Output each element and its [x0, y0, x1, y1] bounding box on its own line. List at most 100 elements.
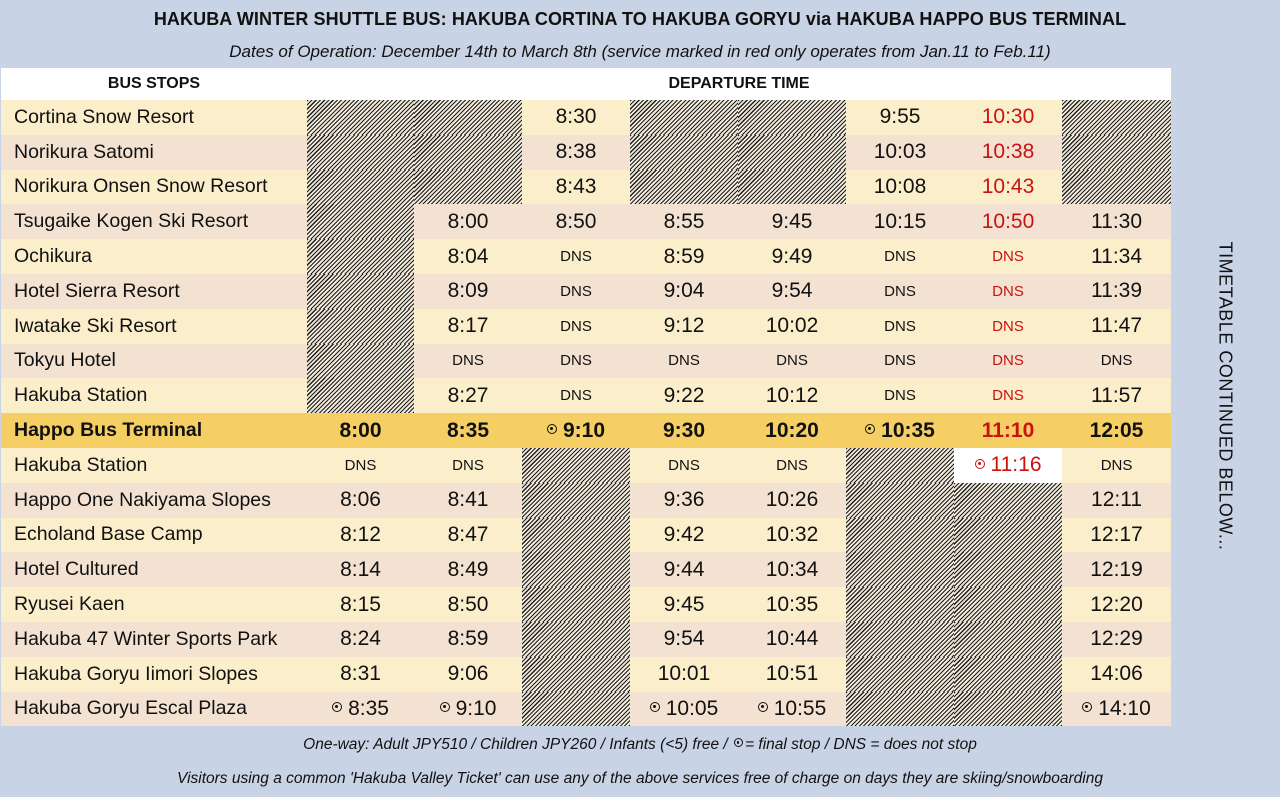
departure-time-cell: 9:45 [738, 204, 846, 240]
no-service-cell [522, 621, 630, 657]
departure-time: 10:51 [765, 662, 819, 686]
departure-time-cell: 10:38 [954, 134, 1062, 170]
no-service-cell [846, 517, 954, 553]
no-service-cell [846, 482, 954, 518]
departure-time-cell: 14:06 [1062, 656, 1172, 692]
departure-time: DNS [344, 456, 377, 474]
departure-time: DNS [884, 387, 916, 405]
departure-time-cell: 10:26 [738, 482, 846, 518]
departure-time-cell: 10:55 [738, 691, 846, 727]
departure-time: 9:44 [663, 557, 705, 581]
departure-time-cell: 11:10 [954, 413, 1062, 448]
departure-time: DNS [992, 317, 1024, 335]
no-service-cell [522, 587, 630, 622]
departure-time-cell: DNS [522, 239, 630, 274]
departure-time: DNS [992, 248, 1024, 266]
departure-time: 9:55 [879, 105, 921, 129]
no-service-cell [738, 100, 846, 135]
departure-time-cell: DNS [846, 239, 954, 274]
departure-time: 8:09 [447, 279, 489, 303]
departure-time: 12:19 [1090, 557, 1143, 581]
departure-time: 9:45 [771, 209, 813, 233]
no-service-cell [522, 552, 630, 588]
no-service-cell [954, 552, 1062, 588]
departure-time-cell: 8:24 [307, 621, 414, 657]
departure-time: 8:35 [446, 418, 490, 442]
departure-time-cell: DNS [1062, 343, 1172, 379]
final-stop-icon [649, 702, 660, 713]
departure-time-cell: 10:30 [954, 100, 1062, 135]
departure-time: 9:22 [663, 383, 705, 407]
table-row: Norikura Satomi 8:38 10:03 10:38 [1, 134, 1172, 170]
table-row: Hakuba 47 Winter Sports Park 8:24 8:59 9:54… [1, 621, 1172, 657]
table-row: Happo Bus Terminal 8:00 8:35 9:10 9:30 10:20 1… [1, 413, 1172, 448]
departure-time: DNS [452, 352, 484, 370]
departure-time: 12:29 [1090, 627, 1143, 651]
departure-time: 10:01 [657, 662, 711, 686]
departure-time-cell: 9:55 [846, 100, 954, 135]
departure-time: DNS [1100, 456, 1133, 474]
bus-stop-name: Hakuba Goryu Escal Plaza [1, 691, 307, 727]
departure-time-cell: 8:49 [414, 552, 522, 588]
bus-stop-name: Norikura Satomi [1, 134, 307, 170]
departure-time: 9:42 [663, 522, 705, 546]
departure-time-cell: 9:04 [630, 273, 738, 309]
departure-time-cell: 8:59 [630, 239, 738, 274]
table-row: Tokyu Hotel DNS DNS DNS DNS DNS DNS DNS [1, 343, 1172, 379]
table-row: Ryusei Kaen 8:15 8:50 9:45 10:35 12:20 [1, 587, 1172, 622]
final-stop-icon [865, 424, 876, 435]
page-subtitle: Dates of Operation: December 14th to Mar… [229, 42, 1051, 61]
no-service-cell [1062, 169, 1172, 205]
departure-time: 12:05 [1089, 418, 1144, 442]
departure-time: 9:10 [562, 418, 606, 442]
departure-time-cell: 10:03 [846, 134, 954, 170]
departure-time-cell: 8:59 [414, 621, 522, 657]
departure-time-cell: 8:14 [307, 552, 414, 588]
departure-time-cell: 9:49 [738, 239, 846, 274]
departure-time-cell: 9:06 [414, 656, 522, 692]
no-service-cell [307, 239, 414, 274]
no-service-cell [1062, 134, 1172, 170]
bus-stop-name: Iwatake Ski Resort [1, 308, 307, 344]
departure-time-cell: DNS [846, 378, 954, 414]
no-service-cell [522, 447, 630, 483]
no-service-cell [846, 691, 954, 727]
fare-text: One-way: Adult JPY510 / Children JPY260 … [303, 736, 733, 753]
departure-time-cell: 11:16 [954, 447, 1062, 483]
departure-time: 8:31 [340, 662, 381, 686]
departure-time: 8:00 [339, 418, 382, 442]
departure-time-cell: 8:15 [307, 587, 414, 622]
final-stop-icon [757, 702, 768, 713]
final-stop-icon [974, 458, 985, 469]
no-service-cell [630, 100, 738, 135]
table-header-row: BUS STOPS DEPARTURE TIME [1, 68, 1172, 100]
page-title: HAKUBA WINTER SHUTTLE BUS: HAKUBA CORTIN… [153, 9, 1127, 29]
departure-time: 8:17 [447, 314, 489, 338]
departure-time-cell: DNS [846, 308, 954, 344]
bus-stop-name: Cortina Snow Resort [1, 100, 307, 135]
no-service-cell [307, 169, 414, 205]
departure-time: DNS [668, 352, 700, 370]
table-row: Hakuba Station 8:27 DNS 9:22 10:12 DNS DNS 11:5… [1, 378, 1172, 414]
departure-time: 8:59 [447, 627, 489, 651]
departure-time-cell: 9:22 [630, 378, 738, 414]
no-service-cell [522, 691, 630, 727]
departure-time-cell: DNS [522, 273, 630, 309]
departure-time-cell: 11:39 [1062, 273, 1172, 309]
departure-time: 9:49 [771, 244, 813, 268]
departure-time: 8:24 [340, 627, 381, 651]
bus-stop-name: Hakuba Station [1, 378, 307, 414]
bus-stop-name: Norikura Onsen Snow Resort [1, 169, 307, 205]
departure-time: 8:12 [340, 522, 381, 546]
final-stop-icon [332, 702, 343, 713]
continued-note: TIMETABLE CONTINUED BELOW... [1215, 241, 1236, 551]
departure-time-cell: 9:42 [630, 517, 738, 553]
table-row: Iwatake Ski Resort 8:17 DNS 9:12 10:02 DNS DNS… [1, 308, 1172, 344]
departure-time-cell: DNS [846, 343, 954, 379]
departure-time: 8:15 [340, 592, 381, 616]
departure-time-cell: 8:04 [414, 239, 522, 274]
no-service-cell [1062, 100, 1172, 135]
departure-time: 8:43 [555, 174, 597, 198]
departure-time-cell: DNS [1062, 447, 1172, 483]
